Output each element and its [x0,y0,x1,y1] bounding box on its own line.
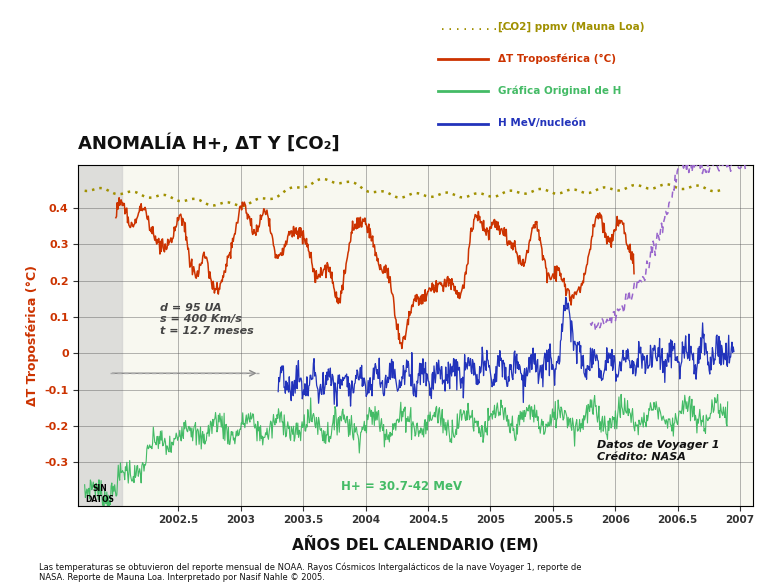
Text: Gráfica Original de H: Gráfica Original de H [498,86,621,96]
Text: H MeV/nucleón: H MeV/nucleón [498,118,586,129]
Text: ANOMALÍA H+, ΔT Y [CO₂]: ANOMALÍA H+, ΔT Y [CO₂] [78,133,340,153]
Text: Datos de Voyager 1
Crédito: NASA: Datos de Voyager 1 Crédito: NASA [597,440,719,462]
Bar [78,165,122,506]
Text: SIN
DATOS: SIN DATOS [85,485,114,504]
Text: Las temperaturas se obtuvieron del reporte mensual de NOAA. Rayos Cósmicos Inter: Las temperaturas se obtuvieron del repor… [39,562,582,582]
Text: ..........: .......... [439,20,514,33]
Text: [CO2] ppmv (Mauna Loa): [CO2] ppmv (Mauna Loa) [498,21,644,32]
Text: H+ = 30.7-42 MeV: H+ = 30.7-42 MeV [340,480,462,493]
Y-axis label: ΔT Troposférica (°C): ΔT Troposférica (°C) [26,265,39,406]
Text: ΔT Troposférica (°C): ΔT Troposférica (°C) [498,54,616,64]
Text: AÑOS DEL CALENDARIO (EM): AÑOS DEL CALENDARIO (EM) [292,536,539,553]
Text: d = 95 UA
s = 400 Km/s
t = 12.7 meses: d = 95 UA s = 400 Km/s t = 12.7 meses [160,302,253,336]
